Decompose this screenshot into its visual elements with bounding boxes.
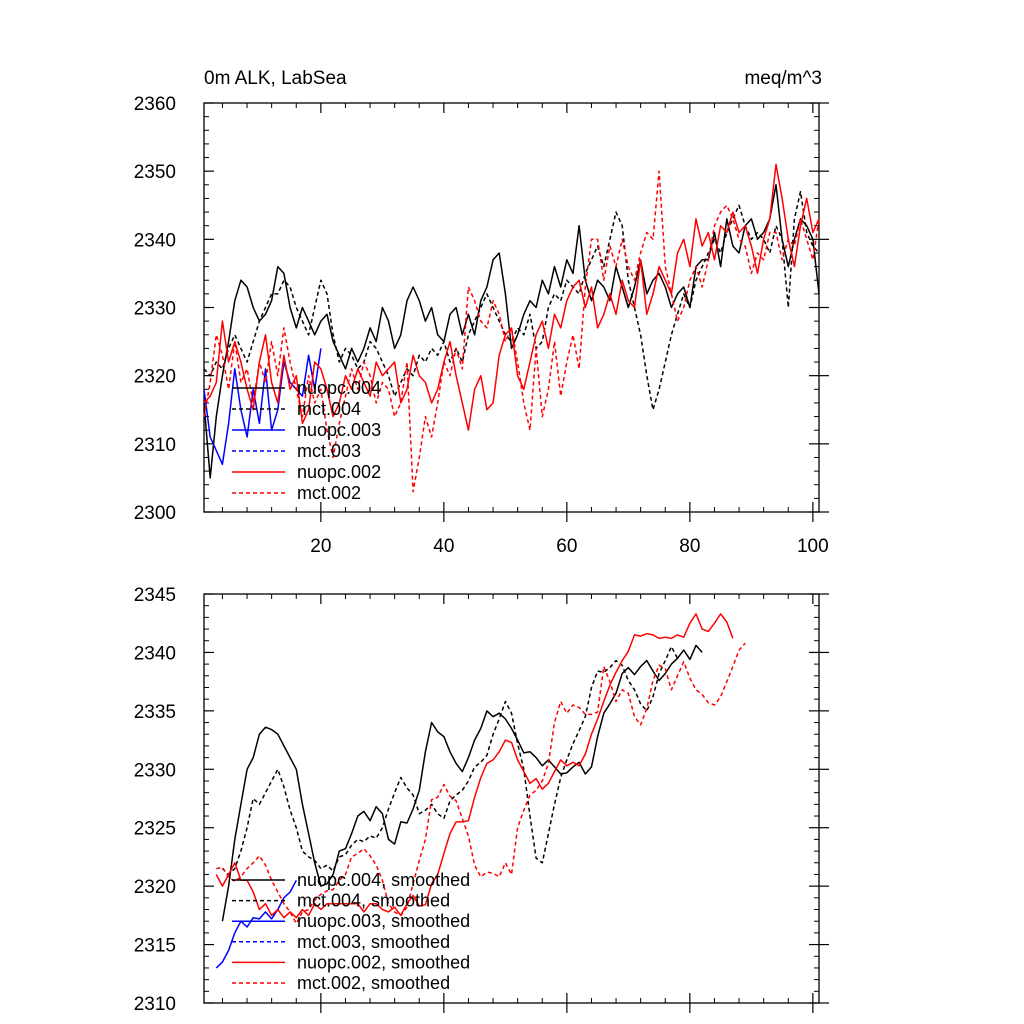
legend-label: mct.003, smoothed xyxy=(297,932,450,952)
legend-label: nuopc.003, smoothed xyxy=(297,911,470,931)
legend-label: nuopc.002 xyxy=(297,462,381,482)
axis-ticks xyxy=(204,593,829,1013)
y-tick-label: 2360 xyxy=(134,94,176,115)
y-tick-label: 2315 xyxy=(134,936,176,957)
axis-tick-labels: 2310 2315 2320 2325 2330 2335 2340 2345 xyxy=(134,585,176,1015)
y-tick-label: 2310 xyxy=(134,994,176,1015)
legend-label: nuopc.003 xyxy=(297,420,381,440)
y-tick-label: 2310 xyxy=(134,435,176,456)
y-tick-label: 2320 xyxy=(134,367,176,388)
legend-label: mct.004, smoothed xyxy=(297,891,450,911)
chart-title: 0m ALK, LabSea xyxy=(204,68,347,89)
x-tick-label: 40 xyxy=(433,536,454,557)
series-line-mct-002 xyxy=(203,170,820,493)
legend-label: mct.002, smoothed xyxy=(297,973,450,993)
y-tick-label: 2330 xyxy=(134,760,176,781)
plot-frame xyxy=(203,593,820,1004)
axis-tick-labels: 20 40 60 80 100 2300 2310 2320 2330 2340 2350 2360 xyxy=(134,94,829,557)
series-line-nuopc-002-smoothed xyxy=(215,613,734,919)
legend-label: nuopc.004 xyxy=(297,378,381,398)
legend: nuopc.004mct.004nuopc.003mct.003nuopc.00… xyxy=(232,378,381,503)
x-tick-label: 20 xyxy=(310,536,331,557)
series-line-nuopc-002 xyxy=(203,163,820,431)
y-tick-label: 2325 xyxy=(134,819,176,840)
series-line-mct-002-smoothed xyxy=(216,642,746,925)
series-line-mct-004 xyxy=(203,190,820,411)
series-line-nuopc-003-smoothed xyxy=(215,879,297,969)
x-tick-label: 80 xyxy=(679,536,700,557)
y-tick-label: 2350 xyxy=(134,162,176,183)
y-tick-label: 2340 xyxy=(134,643,176,664)
legend-label: mct.004 xyxy=(297,399,361,419)
chart-units: meq/m^3 xyxy=(744,68,822,89)
y-tick-label: 2345 xyxy=(134,585,176,606)
x-tick-label: 100 xyxy=(797,536,829,557)
series-line-nuopc-003 xyxy=(203,348,322,466)
y-tick-label: 2335 xyxy=(134,702,176,723)
series-lines xyxy=(203,163,820,493)
top-chart-panel: 0m ALK, LabSea meq/m^3 20 40 60 80 100 2300 23… xyxy=(134,68,829,557)
bottom-chart-panel: 2310 2315 2320 2325 2330 2335 2340 2345 nuopc.0… xyxy=(134,585,829,1015)
y-tick-label: 2340 xyxy=(134,230,176,251)
legend-label: mct.003 xyxy=(297,441,361,461)
legend-label: mct.002 xyxy=(297,483,361,503)
y-tick-label: 2320 xyxy=(134,877,176,898)
legend-label: nuopc.002, smoothed xyxy=(297,952,470,972)
series-line-nuopc-004-smoothed xyxy=(221,644,703,922)
legend-label: nuopc.004, smoothed xyxy=(297,870,470,890)
series-lines xyxy=(215,613,746,969)
y-tick-label: 2330 xyxy=(134,299,176,320)
y-tick-label: 2300 xyxy=(134,503,176,524)
x-tick-label: 60 xyxy=(556,536,577,557)
